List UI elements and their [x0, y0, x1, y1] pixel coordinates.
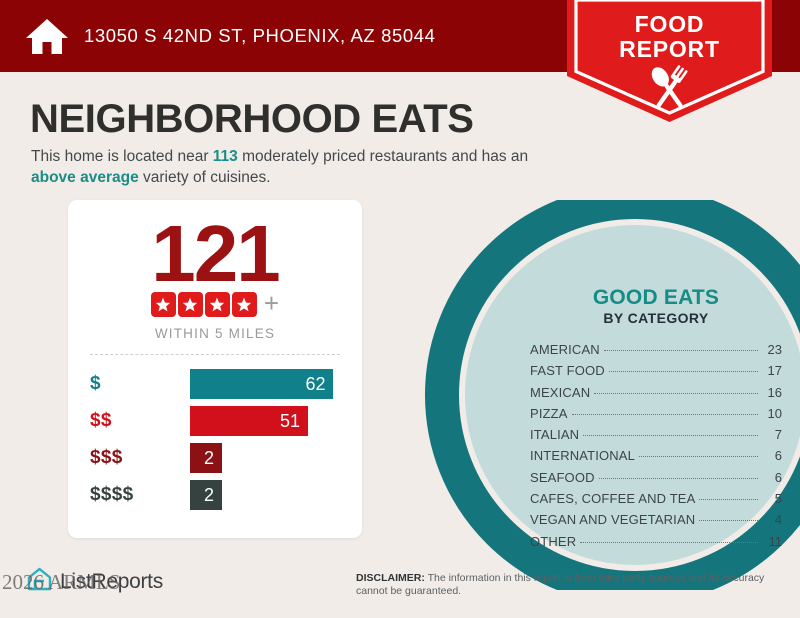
- star-icon: [204, 292, 230, 317]
- leader-dots: [699, 499, 758, 501]
- star-icon: [231, 292, 257, 317]
- category-row: FAST FOOD 17: [530, 360, 782, 381]
- food-report-badge: FOOD REPORT: [567, 0, 772, 122]
- leader-dots: [594, 392, 758, 394]
- spoon-fork-icon: [651, 65, 688, 108]
- listreports-house-icon: [26, 566, 53, 598]
- subtitle-highlight-count: 113: [212, 148, 238, 165]
- category-count: 10: [767, 405, 782, 421]
- subtitle-part-3: variety of cuisines.: [138, 169, 271, 186]
- mls-watermark: 2026 ARMLS: [2, 570, 121, 594]
- page-title: NEIGHBORHOOD EATS: [30, 97, 474, 141]
- category-name: SEAFOOD: [530, 469, 595, 485]
- price-level-label: $$$$: [90, 484, 134, 505]
- disclaimer: DISCLAIMER: The information in this repo…: [356, 572, 788, 598]
- price-bar-track: 51: [190, 406, 340, 436]
- leader-dots: [598, 477, 758, 479]
- category-count: 5: [774, 491, 782, 507]
- leader-dots: [580, 541, 758, 543]
- price-bar-track: 62: [190, 369, 340, 399]
- house-icon: [24, 13, 70, 59]
- price-bar: 2: [190, 443, 222, 473]
- price-bar: 62: [190, 369, 334, 399]
- leader-dots: [583, 435, 758, 437]
- price-bar-row: $$$ 2: [90, 441, 340, 475]
- category-count: 4: [774, 512, 782, 528]
- category-name: OTHER: [530, 533, 577, 549]
- property-address: 13050 S 42ND ST, PHOENIX, AZ 85044: [84, 25, 436, 46]
- category-row: VEGAN AND VEGETARIAN 4: [530, 509, 782, 530]
- star-rating: +: [68, 287, 362, 318]
- price-bar: 2: [190, 480, 222, 510]
- category-row: SEAFOOD 6: [530, 467, 782, 488]
- disclaimer-text: The information in this report is from t…: [356, 572, 765, 597]
- category-name: VEGAN AND VEGETARIAN: [530, 512, 696, 528]
- radius-label: WITHIN 5 MILES: [154, 326, 276, 341]
- disclaimer-label: DISCLAIMER:: [356, 572, 425, 584]
- subtitle-highlight-variety: above average: [31, 169, 139, 186]
- category-row: ITALIAN 7: [530, 424, 782, 445]
- subtitle-part-1: This home is located near: [31, 148, 213, 165]
- category-row: MEXICAN 16: [530, 382, 782, 403]
- leader-dots: [603, 350, 758, 351]
- price-bar-row: $$ 51: [90, 404, 340, 438]
- leader-dots: [608, 371, 758, 373]
- category-count: 23: [767, 342, 782, 357]
- category-name: INTERNATIONAL: [530, 448, 635, 464]
- listreports-logo-text: ListReports: [60, 570, 163, 593]
- category-name: FAST FOOD: [530, 363, 605, 379]
- price-bar-row: $$$$ 2: [90, 478, 340, 512]
- price-bar-track: 2: [190, 443, 340, 473]
- good-eats-panel: GOOD EATS BY CATEGORY AMERICAN 23 FAST FOO…: [530, 286, 782, 552]
- leader-dots: [699, 520, 758, 522]
- price-summary-card: 121 + WITHIN 5 MILES $62 $$ 51 $$$ 2 $$$$ 2: [68, 200, 362, 538]
- good-eats-subheading: BY CATEGORY: [603, 310, 709, 326]
- category-count: 7: [774, 427, 782, 443]
- price-level-label: $: [90, 373, 101, 394]
- category-name: ITALIAN: [530, 427, 580, 443]
- price-bar-row: $62: [90, 367, 340, 401]
- plus-symbol: +: [263, 287, 280, 318]
- leader-dots: [571, 413, 758, 415]
- price-level-label: $$$: [90, 447, 123, 468]
- category-count: 11: [768, 533, 783, 549]
- price-level-label: $$: [90, 410, 112, 431]
- category-row: INTERNATIONAL 6: [530, 445, 782, 466]
- category-count: 16: [767, 384, 782, 400]
- category-name: CAFES, COFFEE AND TEA: [530, 491, 696, 507]
- category-row: CAFES, COFFEE AND TEA 5: [530, 488, 782, 509]
- category-row: OTHER 11: [530, 531, 782, 552]
- leader-dots: [639, 456, 758, 458]
- restaurant-count: 121: [151, 209, 280, 298]
- category-name: PIZZA: [530, 405, 568, 421]
- subtitle-part-2: moderately priced restaurants and has an: [237, 148, 529, 165]
- category-name: MEXICAN: [530, 384, 591, 400]
- good-eats-heading: GOOD EATS: [592, 286, 720, 309]
- category-count: 6: [774, 469, 782, 485]
- category-count: 6: [774, 448, 782, 464]
- price-bar-track: 2: [190, 480, 340, 510]
- star-icon: [150, 292, 176, 317]
- teal-circle-graphic: [405, 185, 800, 605]
- category-name: AMERICAN: [530, 342, 600, 357]
- price-bar: 51: [190, 406, 309, 436]
- star-icon: [177, 292, 203, 317]
- card-divider: [90, 354, 340, 355]
- category-count: 17: [767, 363, 782, 379]
- good-eats-list: AMERICAN 23 FAST FOOD 17 MEXICAN 16 PIZZA 10 ITA…: [530, 339, 782, 552]
- category-row: PIZZA 10: [530, 403, 782, 424]
- listreports-logo[interactable]: ListReports: [26, 566, 163, 598]
- price-bar-chart: $62 $$ 51 $$$ 2 $$$$ 2: [68, 367, 362, 512]
- page-subtitle: This home is located near 113 moderately…: [31, 146, 561, 188]
- category-row: AMERICAN 23: [530, 339, 782, 360]
